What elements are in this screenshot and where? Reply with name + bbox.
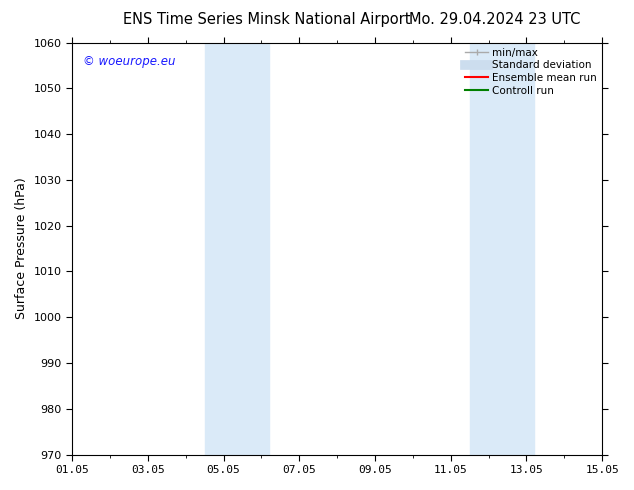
Text: Mo. 29.04.2024 23 UTC: Mo. 29.04.2024 23 UTC: [409, 12, 580, 27]
Text: ENS Time Series Minsk National Airport: ENS Time Series Minsk National Airport: [122, 12, 410, 27]
Bar: [205, 43, 269, 455]
Legend: min/max, Standard deviation, Ensemble mean run, Controll run: min/max, Standard deviation, Ensemble me…: [463, 46, 599, 98]
Y-axis label: Surface Pressure (hPa): Surface Pressure (hPa): [15, 178, 28, 319]
Text: © woeurope.eu: © woeurope.eu: [82, 55, 175, 68]
Bar: [470, 43, 534, 455]
